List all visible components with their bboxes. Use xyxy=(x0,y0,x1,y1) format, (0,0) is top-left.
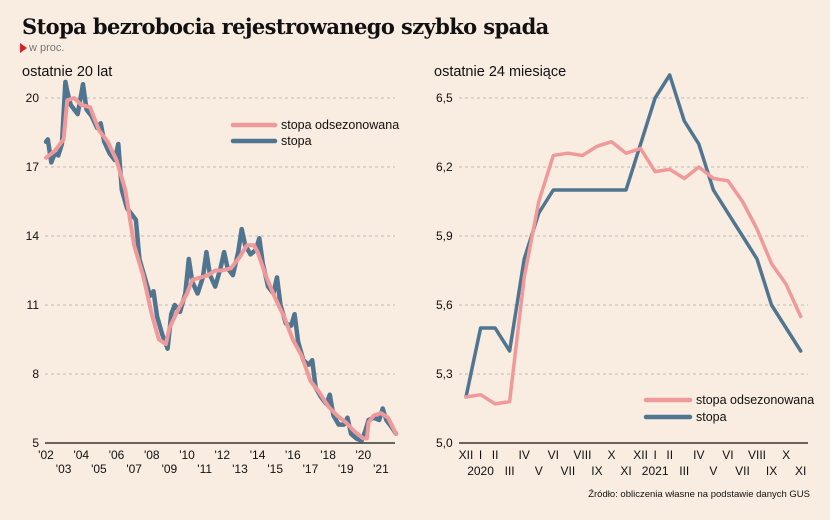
right-x-tick-label: XI xyxy=(795,464,806,478)
right-x-tick-label: 2020 xyxy=(467,464,494,478)
unit-text: w proc. xyxy=(29,42,65,54)
left-legend-label-stopa-odsezonowana: stopa odsezonowana xyxy=(281,118,399,132)
right-x-tick-label: 2021 xyxy=(642,464,669,478)
left-x-tick-label: '15 xyxy=(267,462,283,476)
left-chart-subtitle: ostatnie 20 lat xyxy=(22,64,113,80)
left-x-tick-label: '11 xyxy=(197,462,212,476)
right-y-tick-label: 5,0 xyxy=(436,436,453,450)
right-x-tick-label: III xyxy=(505,464,515,478)
left-x-tick-label: '18 xyxy=(320,448,336,462)
left-x-tick-label: '03 xyxy=(56,462,72,476)
right-x-tick-label: VIII xyxy=(748,448,766,462)
left-x-tick-label: '02 xyxy=(38,448,54,462)
left-x-tick-label: '09 xyxy=(162,462,178,476)
right-x-tick-label: XI xyxy=(620,464,631,478)
right-x-tick-label: X xyxy=(607,448,615,462)
left-x-tick-label: '05 xyxy=(91,462,107,476)
right-x-tick-label: IV xyxy=(519,448,530,462)
right-legend-label-stopa-odsezonowana: stopa odsezonowana xyxy=(696,393,814,407)
right-x-tick-label: IV xyxy=(693,448,704,462)
left-chart xyxy=(43,79,399,444)
left-x-tick-label: '17 xyxy=(303,462,319,476)
red-triangle-icon xyxy=(20,43,27,53)
right-y-tick-label: 6,5 xyxy=(436,91,453,105)
left-x-tick-label: '08 xyxy=(144,448,160,462)
right-y-tick-label: 5,3 xyxy=(436,367,453,381)
source-note: Źródło: obliczenia własne na podstawie d… xyxy=(588,489,810,500)
right-x-tick-label: I xyxy=(479,448,482,462)
right-y-tick-label: 5,6 xyxy=(436,298,453,312)
right-x-tick-label: VII xyxy=(735,464,750,478)
right-x-tick-label: X xyxy=(782,448,790,462)
right-x-tick-label: VII xyxy=(561,464,576,478)
chart-title: Stopa bezrobocia rejestrowanego szybko s… xyxy=(22,14,549,39)
right-x-tick-label: V xyxy=(709,464,717,478)
right-y-tick-label: 6,2 xyxy=(436,160,453,174)
left-x-tick-label: '06 xyxy=(109,448,125,462)
left-x-tick-label: '14 xyxy=(250,448,266,462)
unit-label: w proc. xyxy=(20,42,64,54)
right-chart xyxy=(459,73,808,444)
right-chart-subtitle: ostatnie 24 miesiące xyxy=(434,64,567,80)
left-series-stopa xyxy=(43,79,399,443)
left-legend-label-stopa: stopa xyxy=(281,134,312,148)
left-y-tick-label: 14 xyxy=(26,229,40,243)
right-x-tick-label: IX xyxy=(766,464,777,478)
left-x-tick-label: '13 xyxy=(232,462,248,476)
left-x-tick-label: '07 xyxy=(126,462,142,476)
left-x-tick-label: '04 xyxy=(73,448,89,462)
left-y-tick-label: 8 xyxy=(32,367,39,381)
right-x-tick-label: IX xyxy=(591,464,602,478)
left-y-tick-label: 5 xyxy=(32,436,39,450)
right-x-tick-label: I xyxy=(653,448,656,462)
left-y-tick-label: 17 xyxy=(26,160,40,174)
left-series-stopa-odsezonowana xyxy=(44,96,398,441)
left-y-tick-label: 11 xyxy=(27,298,40,312)
left-y-tick-label: 20 xyxy=(26,91,40,105)
right-x-tick-label: XII xyxy=(459,448,474,462)
right-series-stopa xyxy=(464,73,803,399)
left-x-tick-label: '16 xyxy=(285,448,301,462)
right-y-tick-label: 5,9 xyxy=(436,229,453,243)
left-x-tick-label: '12 xyxy=(214,448,230,462)
right-x-tick-label: II xyxy=(492,448,499,462)
left-x-tick-label: '21 xyxy=(373,462,389,476)
right-series-stopa-odsezonowana xyxy=(464,139,803,406)
right-x-tick-label: II xyxy=(666,448,673,462)
left-x-tick-label: '10 xyxy=(179,448,195,462)
right-x-tick-label: VI xyxy=(722,448,733,462)
left-x-tick-label: '19 xyxy=(338,462,354,476)
right-x-tick-label: XII xyxy=(633,448,648,462)
right-x-tick-label: VI xyxy=(548,448,559,462)
right-x-tick-label: V xyxy=(535,464,543,478)
left-x-tick-label: '20 xyxy=(356,448,372,462)
right-legend-label-stopa: stopa xyxy=(696,410,727,424)
right-x-tick-label: III xyxy=(679,464,689,478)
right-x-tick-label: VIII xyxy=(573,448,591,462)
